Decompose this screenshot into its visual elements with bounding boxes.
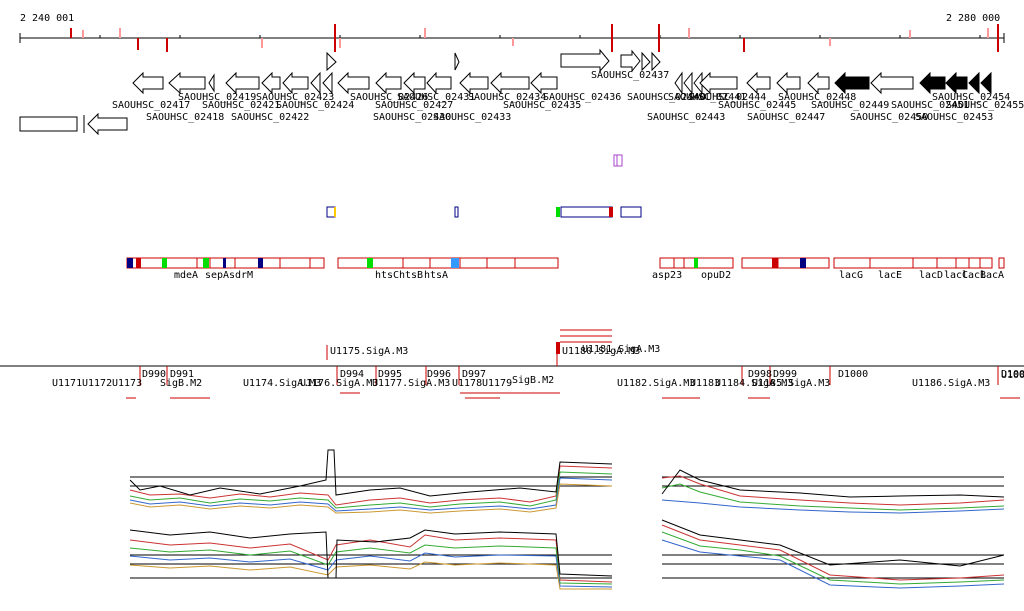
gene-label[interactable]: SAOUHSC_02454 [932,92,1011,103]
start-coordinate: 2 240 001 [20,13,75,24]
feature-boxes[interactable] [326,154,642,218]
gene-label[interactable]: SAOUHSC_02431 [397,92,476,103]
gene-label[interactable]: SAOUHSC_02434 [468,92,547,103]
downstream-label[interactable]: D100 [1001,369,1024,380]
unit-label[interactable]: U1180.SigA.M3 [562,346,641,357]
gene-track[interactable] [19,48,914,136]
operon-label[interactable]: asp23 [652,270,683,281]
gene-label[interactable]: SAOUHSC_02436 [543,92,622,103]
gene-label[interactable]: SAOUHSC_02441 [668,92,747,103]
operon-label[interactable]: lacC [944,270,969,281]
downstream-label[interactable]: D1000 [838,369,869,380]
gene-label[interactable]: SAOUHSC_02421 [202,100,281,111]
gene-label[interactable]: SAOUHSC_02433 [433,112,512,123]
unit-label[interactable]: U1181.SigA.M3 [582,344,661,355]
downstream-label[interactable]: D997 [462,369,487,380]
downstream-label[interactable]: D990 [142,369,167,380]
expression-profile-bottom [129,519,1005,590]
downstream-label[interactable]: D995 [378,369,403,380]
unit-label[interactable]: U1177.SigA.M3 [372,378,451,389]
unit-label[interactable]: U1171 [52,378,83,389]
unit-label[interactable]: U1175.SigA.M3 [330,346,409,357]
expression-profile-top [129,449,1005,514]
gene-label[interactable]: SAOUHSC_02443 [647,112,726,123]
gene-label[interactable]: SAOUHSC_02422 [231,112,310,123]
gene-label[interactable]: SAOUHSC_02435 [503,100,582,111]
operon-label[interactable]: htsC [375,270,400,281]
gene-label[interactable]: SAOUHSC_02418 [146,112,225,123]
unit-label[interactable]: U1183 [690,378,721,389]
gene-label[interactable]: SAOUHSC_02417 [112,100,191,111]
gene-label[interactable]: SAOUHSC_02426 [350,92,429,103]
unit-label[interactable]: SigB.M2 [512,375,555,386]
unit-label[interactable]: U1178 [452,378,483,389]
gene-label[interactable]: SAOUHSC_02424 [276,100,355,111]
unit-label[interactable]: U1182.SigA.M3 [617,378,696,389]
unit-label[interactable]: U1174.SigA.M3 [243,378,322,389]
gene-label[interactable]: SAOUHSC_02444 [688,92,767,103]
unit-track[interactable] [0,329,1024,399]
unit-label[interactable]: U1185.SigA.M3 [752,378,831,389]
gene-label[interactable]: SAOUHSC_02453 [915,112,994,123]
gene-label[interactable]: SAOUHSC_02451 [891,100,970,111]
unit-label[interactable]: U1186.SigA.M3 [912,378,991,389]
gene-label[interactable]: SAOUHSC_02440 [627,92,706,103]
downstream-label[interactable]: D991 [170,369,195,380]
gene-label[interactable]: SAOUHSC_02437 [591,70,670,81]
gene-label[interactable]: SAOUHSC_02427 [375,100,454,111]
gene-label[interactable]: SAOUHSC_02448 [778,92,857,103]
downstream-label[interactable]: D996 [427,369,452,380]
unit-label[interactable]: U1176.SigA.M3 [300,378,379,389]
unit-label[interactable]: U1173 [112,378,143,389]
coordinate-ruler [19,24,1005,52]
unit-label[interactable]: U1172 [82,378,113,389]
operon-label[interactable]: lacA [980,270,1005,281]
gene-label[interactable]: SAOUHSC_02455 [946,100,1024,111]
operon-label[interactable]: lacG [839,270,864,281]
operon-label[interactable]: htsB [399,270,424,281]
downstream-label[interactable]: D999 [773,369,798,380]
operon-label[interactable]: opuD2 [701,270,732,281]
unit-label[interactable]: SigB.M2 [160,378,203,389]
operon-label[interactable]: lacB [962,270,987,281]
gene-label[interactable]: SAOUHSC_02449 [811,100,890,111]
gene-label[interactable]: SAOUHSC_02447 [747,112,826,123]
downstream-label[interactable]: D994 [340,369,365,380]
gene-label[interactable]: SAOUHSC_02423 [256,92,335,103]
operon-label[interactable]: sdrM [229,270,254,281]
operon-label[interactable]: htsA [424,270,449,281]
operon-label[interactable]: lacE [878,270,903,281]
gene-label[interactable]: SAOUHSC_02430 [373,112,452,123]
downstream-label[interactable]: D998 [748,369,773,380]
gene-label[interactable]: SAOUHSC_02450 [850,112,929,123]
end-coordinate: 2 280 000 [946,13,1001,24]
unit-label[interactable]: U1184.SigA.M3 [715,378,794,389]
operon-label[interactable]: mdeA [174,270,199,281]
gene-label[interactable]: SAOUHSC_02419 [178,92,257,103]
operon-label[interactable]: lacD [919,270,944,281]
gene-label[interactable]: SAOUHSC_02445 [718,100,797,111]
gene-track-filled[interactable] [834,71,992,95]
unit-label[interactable]: U100 [1001,370,1024,381]
unit-label[interactable]: U1179 [482,378,513,389]
operon-label[interactable]: sepA [205,270,230,281]
